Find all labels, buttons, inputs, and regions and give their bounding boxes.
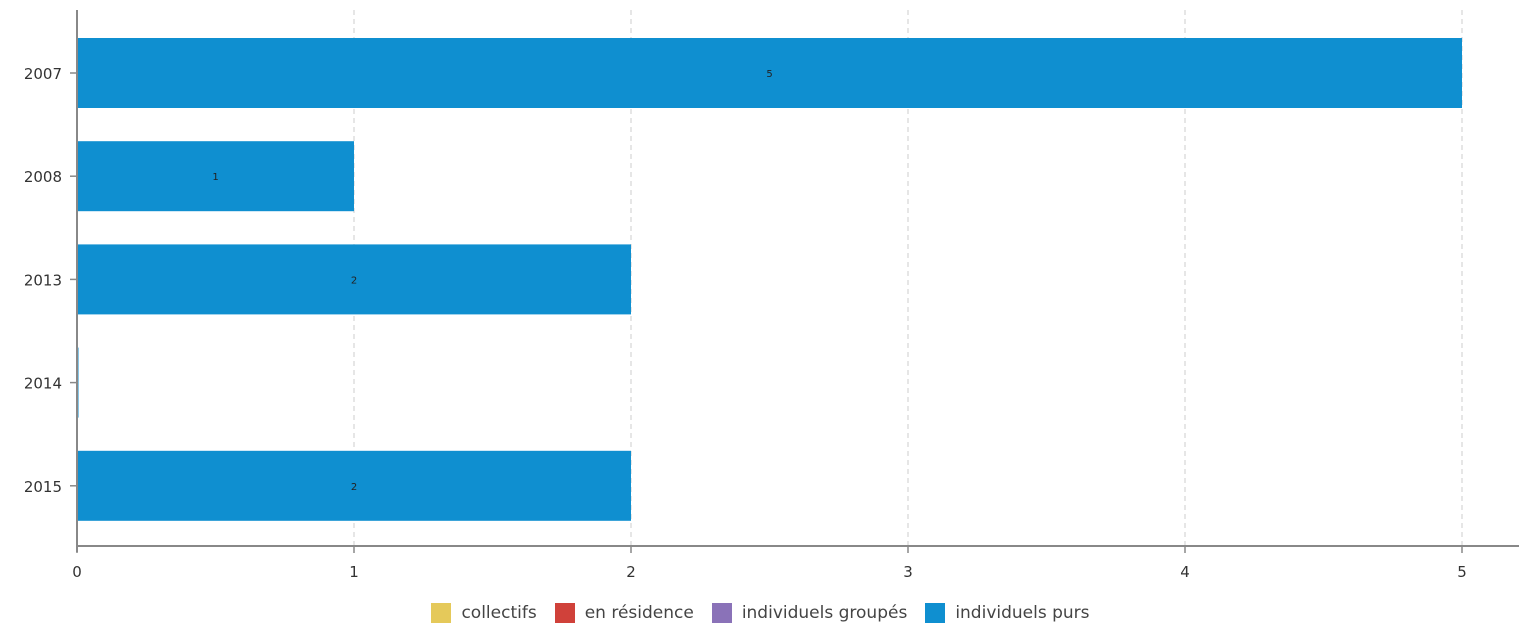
data-label: 5 <box>766 69 772 80</box>
data-label: 2 <box>351 275 357 286</box>
legend-label: individuels purs <box>955 603 1090 623</box>
y-tick-label: 2014 <box>24 375 62 393</box>
legend-label: collectifs <box>461 603 537 623</box>
bar-2015 <box>77 450 631 521</box>
data-label: 1 <box>212 172 218 183</box>
x-tick-label: 5 <box>1457 563 1467 581</box>
legend-label: individuels groupés <box>741 603 908 623</box>
bar-2007 <box>77 38 1462 108</box>
data-labels: 5 1 2 2 <box>212 69 772 493</box>
y-axis-labels: 2007 2008 2013 2014 2015 <box>24 65 62 496</box>
data-label: 2 <box>351 482 357 493</box>
legend: collectifs en résidence individuels groupé… <box>0 603 1521 623</box>
legend-swatch <box>431 603 452 623</box>
legend-label: en résidence <box>584 603 694 623</box>
legend-swatch <box>711 603 732 623</box>
x-tick-label: 1 <box>349 563 359 581</box>
bar-2008 <box>77 141 354 212</box>
legend-item[interactable]: individuels purs <box>925 603 1090 623</box>
bars <box>77 38 1462 521</box>
y-tick-label: 2015 <box>24 478 62 496</box>
legend-item[interactable]: en résidence <box>554 603 694 623</box>
x-axis-labels: 0 1 2 3 4 5 <box>72 563 1467 581</box>
x-tick-label: 2 <box>626 563 636 581</box>
legend-item[interactable]: collectifs <box>431 603 537 623</box>
x-tick-label: 0 <box>72 563 82 581</box>
x-tick-label: 3 <box>903 563 913 581</box>
y-tick-label: 2008 <box>24 168 62 186</box>
bar-2013 <box>77 244 631 315</box>
y-tick-label: 2013 <box>24 271 62 289</box>
x-tick-label: 4 <box>1180 563 1190 581</box>
y-tick-label: 2007 <box>24 65 62 83</box>
legend-swatch <box>925 603 946 623</box>
axes <box>70 10 1519 553</box>
legend-item[interactable]: individuels groupés <box>711 603 908 623</box>
legend-swatch <box>554 603 575 623</box>
